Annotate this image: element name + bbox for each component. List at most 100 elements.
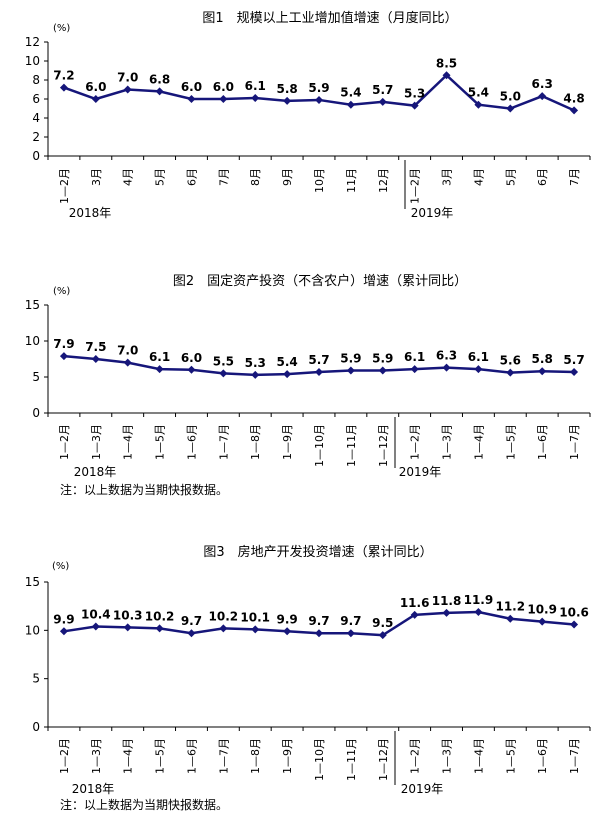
x-category-label: 1—10月 bbox=[313, 738, 326, 781]
data-label: 5.7 bbox=[563, 353, 584, 367]
chart-2: 图2 固定资产投资（不含农户）增速（累计同比） (%) 0 5 10 15 1—2月 1—3月… bbox=[25, 273, 591, 497]
data-point bbox=[570, 620, 579, 629]
data-label: 10.4 bbox=[81, 607, 111, 621]
y-tick-label: 0 bbox=[32, 406, 40, 420]
x-category-label: 1—12月 bbox=[377, 424, 390, 467]
x-category-label: 6月 bbox=[536, 168, 549, 186]
x-category-label: 7月 bbox=[568, 168, 581, 186]
x-category-label: 7月 bbox=[217, 168, 230, 186]
x-category-label: 1—4月 bbox=[472, 424, 485, 460]
x-category-label: 1—2月 bbox=[409, 424, 422, 460]
data-point bbox=[155, 87, 164, 96]
data-point bbox=[187, 365, 196, 374]
x-category-label: 6月 bbox=[185, 168, 198, 186]
data-point bbox=[283, 370, 292, 379]
data-point bbox=[378, 631, 387, 640]
chart-title: 图2 固定资产投资（不含农户）增速（累计同比） bbox=[173, 273, 467, 289]
x-category-label: 1—6月 bbox=[536, 424, 549, 460]
year-label: 2019年 bbox=[399, 465, 442, 479]
y-tick-label: 6 bbox=[32, 92, 40, 106]
data-label: 11.9 bbox=[464, 593, 494, 607]
data-point bbox=[155, 365, 164, 374]
data-label: 10.2 bbox=[209, 609, 239, 623]
y-unit-label: (%) bbox=[52, 561, 69, 572]
data-label: 7.0 bbox=[117, 71, 138, 85]
data-point bbox=[474, 100, 483, 109]
x-category-label: 1—6月 bbox=[185, 424, 198, 460]
x-category-label: 1—4月 bbox=[122, 424, 135, 460]
data-label: 6.1 bbox=[404, 350, 425, 364]
x-category-label: 1—4月 bbox=[472, 738, 485, 774]
data-label: 10.1 bbox=[240, 610, 270, 624]
x-category-label: 4月 bbox=[472, 168, 485, 186]
data-point bbox=[283, 627, 292, 636]
data-point bbox=[538, 617, 547, 626]
data-point bbox=[219, 95, 228, 103]
data-label: 6.0 bbox=[213, 80, 234, 94]
data-label: 7.9 bbox=[53, 337, 74, 351]
x-category-label: 9月 bbox=[281, 168, 294, 186]
x-category-label: 1—5月 bbox=[504, 738, 517, 774]
x-category-label: 1—2月 bbox=[58, 168, 71, 204]
y-tick-label: 4 bbox=[32, 111, 40, 125]
data-label: 5.8 bbox=[276, 82, 297, 96]
x-category-label: 1—4月 bbox=[122, 738, 135, 774]
x-category-label: 1—6月 bbox=[536, 738, 549, 774]
y-tick-label: 2 bbox=[32, 130, 40, 144]
data-point bbox=[123, 85, 132, 94]
data-point bbox=[378, 366, 387, 375]
data-label: 5.4 bbox=[468, 86, 489, 100]
x-category-label: 5月 bbox=[504, 168, 517, 186]
x-category-label: 3月 bbox=[441, 168, 454, 186]
x-category-label: 1—7月 bbox=[217, 738, 230, 774]
y-tick-label: 10 bbox=[25, 623, 40, 637]
chart-title: 图1 规模以上工业增加值增速（月度同比） bbox=[202, 10, 457, 26]
data-point bbox=[251, 625, 260, 634]
data-point bbox=[378, 97, 387, 106]
data-label: 7.0 bbox=[117, 344, 138, 358]
x-category-label: 1—11月 bbox=[345, 738, 358, 781]
data-label: 6.3 bbox=[436, 349, 457, 363]
data-label: 4.8 bbox=[563, 91, 584, 105]
chart-3: 图3 房地产开发投资增速（累计同比） (%) 0 5 10 15 1—2月 1—3月 1—4月 1… bbox=[25, 544, 591, 812]
data-label: 6.0 bbox=[85, 80, 106, 94]
chart-note: 注：以上数据为当期快报数据。 bbox=[60, 797, 228, 812]
data-point bbox=[187, 629, 196, 638]
data-point bbox=[123, 623, 132, 632]
data-label: 5.3 bbox=[245, 356, 266, 370]
data-label: 10.9 bbox=[527, 603, 557, 617]
y-tick-label: 0 bbox=[32, 149, 40, 163]
data-point bbox=[506, 614, 515, 623]
x-category-label: 1—7月 bbox=[568, 738, 581, 774]
data-label: 6.1 bbox=[149, 350, 170, 364]
data-label: 9.5 bbox=[372, 616, 393, 630]
chart-1: 图1 规模以上工业增加值增速（月度同比） (%) 0 2 4 6 8 10 12 1—2月 3月 4月… bbox=[25, 10, 591, 220]
x-category-label: 1—2月 bbox=[58, 424, 71, 460]
data-label: 5.0 bbox=[500, 90, 521, 104]
data-label: 5.9 bbox=[340, 352, 361, 366]
data-point bbox=[442, 608, 451, 617]
data-point bbox=[346, 366, 355, 375]
y-tick-label: 15 bbox=[25, 298, 40, 312]
y-tick-label: 12 bbox=[25, 35, 40, 49]
y-unit-label: (%) bbox=[53, 286, 70, 297]
x-category-label: 1—6月 bbox=[185, 738, 198, 774]
data-point bbox=[570, 367, 579, 376]
data-label: 9.7 bbox=[181, 614, 202, 628]
data-point bbox=[442, 71, 451, 80]
data-point bbox=[91, 95, 100, 103]
data-point bbox=[315, 367, 323, 376]
y-tick-label: 15 bbox=[25, 575, 40, 589]
x-category-label: 1—8月 bbox=[249, 738, 262, 774]
data-point bbox=[506, 104, 515, 113]
x-category-label: 1—7月 bbox=[568, 424, 581, 460]
data-point bbox=[506, 368, 515, 377]
x-category-label: 10月 bbox=[313, 168, 326, 193]
data-label: 6.0 bbox=[181, 351, 202, 365]
x-category-label: 1—5月 bbox=[154, 738, 167, 774]
x-category-label: 1—3月 bbox=[90, 738, 103, 774]
data-label: 11.8 bbox=[432, 594, 462, 608]
data-label: 6.0 bbox=[181, 80, 202, 94]
x-category-label: 1—10月 bbox=[313, 424, 326, 467]
